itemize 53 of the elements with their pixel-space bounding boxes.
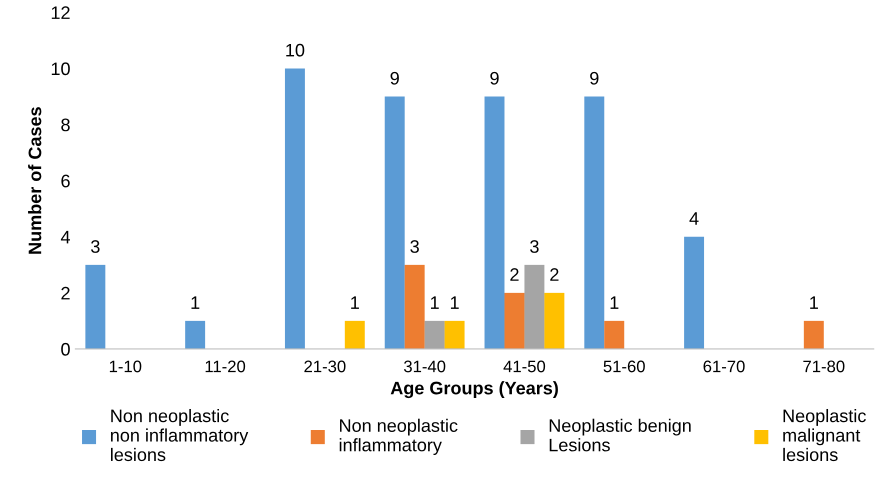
y-tick-label: 4 xyxy=(60,230,70,244)
data-label: 1 xyxy=(450,296,459,309)
y-tick-label: 8 xyxy=(61,118,70,132)
data-label: 1 xyxy=(810,296,818,309)
bar xyxy=(484,96,504,349)
x-tick-label: 71-80 xyxy=(803,360,844,372)
bar xyxy=(804,320,824,349)
x-axis-title: Age Groups (Years) xyxy=(390,381,558,398)
data-label: 4 xyxy=(689,212,699,225)
data-label: 9 xyxy=(390,72,399,85)
x-tick-label: 51-60 xyxy=(604,360,645,372)
data-label: 3 xyxy=(410,240,419,253)
data-label: 3 xyxy=(530,240,539,253)
y-axis-title: Number of Cases xyxy=(28,107,42,254)
data-label: 1 xyxy=(610,296,618,309)
data-label: 3 xyxy=(91,240,100,253)
data-label: 10 xyxy=(286,44,304,57)
x-tick-label: 21-30 xyxy=(304,360,346,372)
bar xyxy=(185,320,206,349)
bar xyxy=(404,264,425,349)
x-tick-label: 41-50 xyxy=(504,360,546,372)
bar xyxy=(684,236,704,349)
data-label: 1 xyxy=(351,296,359,309)
legend-label: Non neoplastic non inflammatory lesions xyxy=(111,408,248,462)
bar xyxy=(424,320,445,349)
bar xyxy=(284,68,305,349)
x-tick-label: 1-10 xyxy=(110,360,142,372)
bar xyxy=(344,320,365,349)
legend-label: Neoplastic benign Lesions xyxy=(550,418,691,452)
legend-label: Non neoplastic inflammatory xyxy=(340,418,458,455)
bar xyxy=(85,264,106,349)
legend-label: Neoplastic malignant lesions xyxy=(783,408,866,462)
data-label: 2 xyxy=(510,268,519,281)
bar xyxy=(604,320,624,349)
data-label: 9 xyxy=(590,72,598,85)
bar xyxy=(384,96,405,349)
bar xyxy=(444,320,465,349)
bar xyxy=(584,96,604,349)
y-tick-label: 0 xyxy=(61,342,70,356)
y-tick-label: 6 xyxy=(61,174,70,188)
y-tick-label: 12 xyxy=(52,6,70,19)
bar xyxy=(544,292,564,349)
y-tick-label: 10 xyxy=(52,62,70,76)
data-label: 1 xyxy=(191,296,200,309)
data-label: 9 xyxy=(490,72,499,85)
bar xyxy=(524,264,544,349)
bar xyxy=(504,292,524,349)
y-tick-label: 2 xyxy=(61,286,70,300)
x-tick-label: 11-20 xyxy=(206,360,246,372)
x-tick-label: 61-70 xyxy=(704,360,745,372)
x-tick-label: 31-40 xyxy=(404,360,446,372)
data-label: 2 xyxy=(550,268,558,281)
data-label: 1 xyxy=(430,296,439,309)
